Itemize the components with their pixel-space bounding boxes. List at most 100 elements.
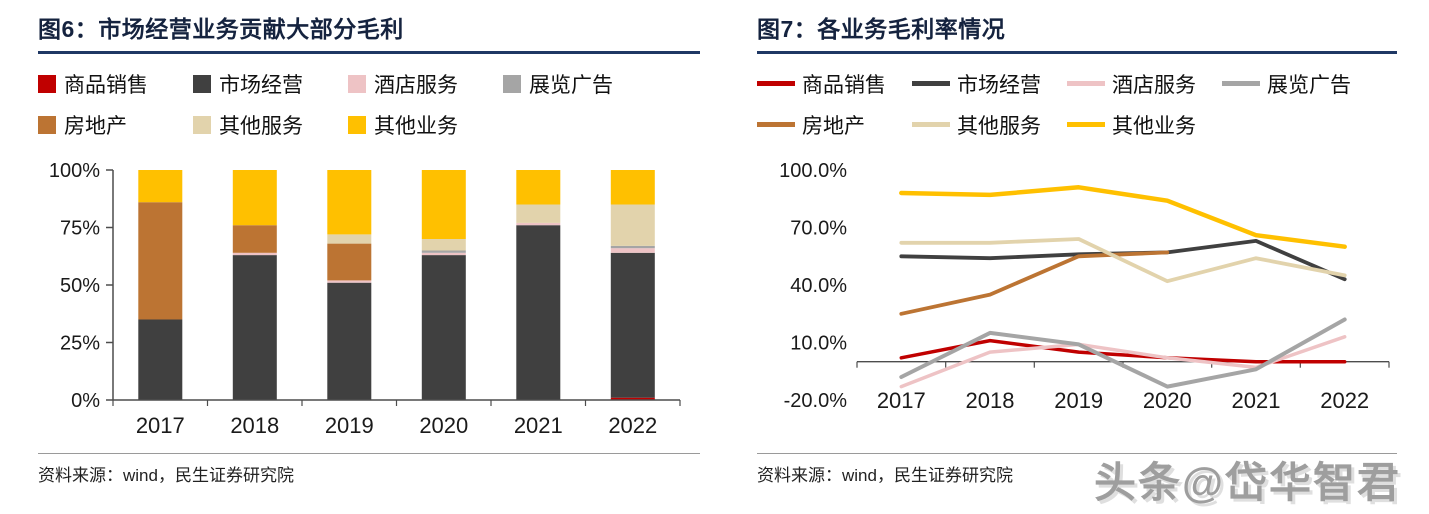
bar-segment xyxy=(421,252,466,256)
figure7-source: 资料来源：wind，民生证券研究院 xyxy=(757,466,1013,485)
legend-line-swatch xyxy=(757,81,795,86)
y-tick-label: 10.0% xyxy=(790,333,847,355)
figure6-source-rule xyxy=(38,453,700,454)
bar-segment xyxy=(516,222,561,226)
figure6-source: 资料来源：wind，民生证券研究院 xyxy=(38,466,294,485)
bar-segment xyxy=(327,234,372,244)
legend-label: 房地产 xyxy=(802,114,865,138)
x-category-label: 2020 xyxy=(1143,388,1192,413)
series-line xyxy=(899,185,1347,249)
legend-item: 酒店服务 xyxy=(348,63,503,104)
bar-segment xyxy=(327,282,372,400)
legend-item: 展览广告 xyxy=(503,63,658,104)
series-line xyxy=(899,237,1347,284)
bar-segment xyxy=(610,204,655,246)
x-category-label: 2017 xyxy=(877,388,926,413)
y-tick-label: -20.0% xyxy=(784,390,848,412)
bar-segment xyxy=(327,280,372,283)
x-category-label: 2018 xyxy=(966,388,1015,413)
bar-segment xyxy=(327,243,372,281)
y-tick-label: 70.0% xyxy=(790,218,847,240)
figure6-title-rule xyxy=(38,51,700,54)
legend-color-swatch xyxy=(348,115,366,134)
x-category-label: 2021 xyxy=(1232,388,1281,413)
legend-label: 商品销售 xyxy=(64,73,148,97)
figure7-legend: 商品销售 市场经营 酒店服务 展览广告房地产 其他服务 其他业务 xyxy=(757,63,1397,145)
x-category-label: 2019 xyxy=(1054,388,1103,413)
legend-line-swatch xyxy=(1067,81,1105,86)
x-category-label: 2022 xyxy=(1320,388,1369,413)
bar-segment xyxy=(232,170,277,226)
legend-label: 酒店服务 xyxy=(1112,73,1196,97)
legend-item: 市场经营 xyxy=(193,63,348,104)
figure6-stacked-bar-chart: 0% 25% 50% 75% 100% 2017 2018 2019 2020 2021 2022 xyxy=(49,160,681,438)
figure7-title-rule xyxy=(757,51,1397,54)
x-category-label: 2017 xyxy=(136,413,185,438)
legend-label: 商品销售 xyxy=(802,73,886,97)
legend-item: 其他服务 xyxy=(193,104,348,145)
bar-segment xyxy=(516,204,561,223)
legend-label: 其他业务 xyxy=(374,114,458,138)
bar-segment xyxy=(516,225,561,400)
legend-color-swatch xyxy=(38,115,56,134)
y-tick-label: 100% xyxy=(49,160,100,182)
x-category-label: 2019 xyxy=(325,413,374,438)
legend-line-swatch xyxy=(912,122,950,127)
x-category-label: 2021 xyxy=(514,413,563,438)
watermark: 头条@岱华智君 xyxy=(1094,459,1401,506)
bar-segment xyxy=(610,252,655,398)
legend-color-swatch xyxy=(193,115,211,134)
legend-label: 展览广告 xyxy=(1267,73,1351,97)
bar-segment xyxy=(421,239,466,251)
series-line xyxy=(899,317,1347,389)
legend-label: 酒店服务 xyxy=(374,73,458,97)
bar-segment xyxy=(421,255,466,400)
legend-line-swatch xyxy=(1067,122,1105,127)
bar-segment xyxy=(232,255,277,400)
figure7-title: 图7：各业务毛利率情况 xyxy=(757,16,1006,42)
x-category-label: 2022 xyxy=(608,413,657,438)
y-tick-label: 50% xyxy=(60,275,100,297)
bar-segment xyxy=(327,170,372,235)
legend-item: 商品销售 xyxy=(757,63,912,104)
legend-item: 其他业务 xyxy=(348,104,503,145)
x-category-label: 2018 xyxy=(230,413,279,438)
legend-label: 其他服务 xyxy=(957,114,1041,138)
bar-segment xyxy=(232,225,277,253)
legend-label: 其他服务 xyxy=(219,114,303,138)
bar-segment xyxy=(610,245,655,249)
bar-segment xyxy=(421,170,466,239)
legend-label: 其他业务 xyxy=(1112,114,1196,138)
legend-item: 房地产 xyxy=(38,104,193,145)
y-tick-label: 100.0% xyxy=(779,160,847,182)
bar-segment xyxy=(610,248,655,253)
figure7-source-rule xyxy=(757,453,1397,454)
figure7-panel: 图7：各业务毛利率情况 商品销售 市场经营 酒店服务 展览广告 房地产 其他服务 其他业务 … xyxy=(757,10,1397,486)
y-tick-label: 75% xyxy=(60,218,100,240)
legend-label: 展览广告 xyxy=(529,73,613,97)
legend-item: 房地产 xyxy=(757,104,912,145)
legend-item: 酒店服务 xyxy=(1067,63,1222,104)
legend-color-swatch xyxy=(38,74,56,93)
figure6-legend: 商品销售 市场经营 酒店服务 展览广告房地产 其他服务 其他业务 xyxy=(38,63,700,145)
bar-segment xyxy=(138,319,183,400)
legend-line-swatch xyxy=(757,122,795,127)
legend-item: 其他业务 xyxy=(1067,104,1222,145)
series-line xyxy=(899,250,1170,316)
legend-item: 其他服务 xyxy=(912,104,1067,145)
legend-label: 房地产 xyxy=(64,114,127,138)
bar-segment xyxy=(610,170,655,205)
x-category-label: 2020 xyxy=(419,413,468,438)
y-tick-label: 25% xyxy=(60,333,100,355)
legend-color-swatch xyxy=(348,74,366,93)
legend-color-swatch xyxy=(503,74,521,93)
y-tick-label: 0% xyxy=(71,390,100,412)
legend-label: 市场经营 xyxy=(957,73,1041,97)
figure7-line-chart: -20.0% 10.0% 40.0% 70.0% 100.0% 2017 2018 2019 2… xyxy=(779,160,1390,413)
bar-segment xyxy=(138,202,183,320)
bar-segment xyxy=(232,252,277,256)
legend-item: 展览广告 xyxy=(1222,63,1377,104)
legend-label: 市场经营 xyxy=(219,73,303,97)
bar-segment xyxy=(421,250,466,253)
